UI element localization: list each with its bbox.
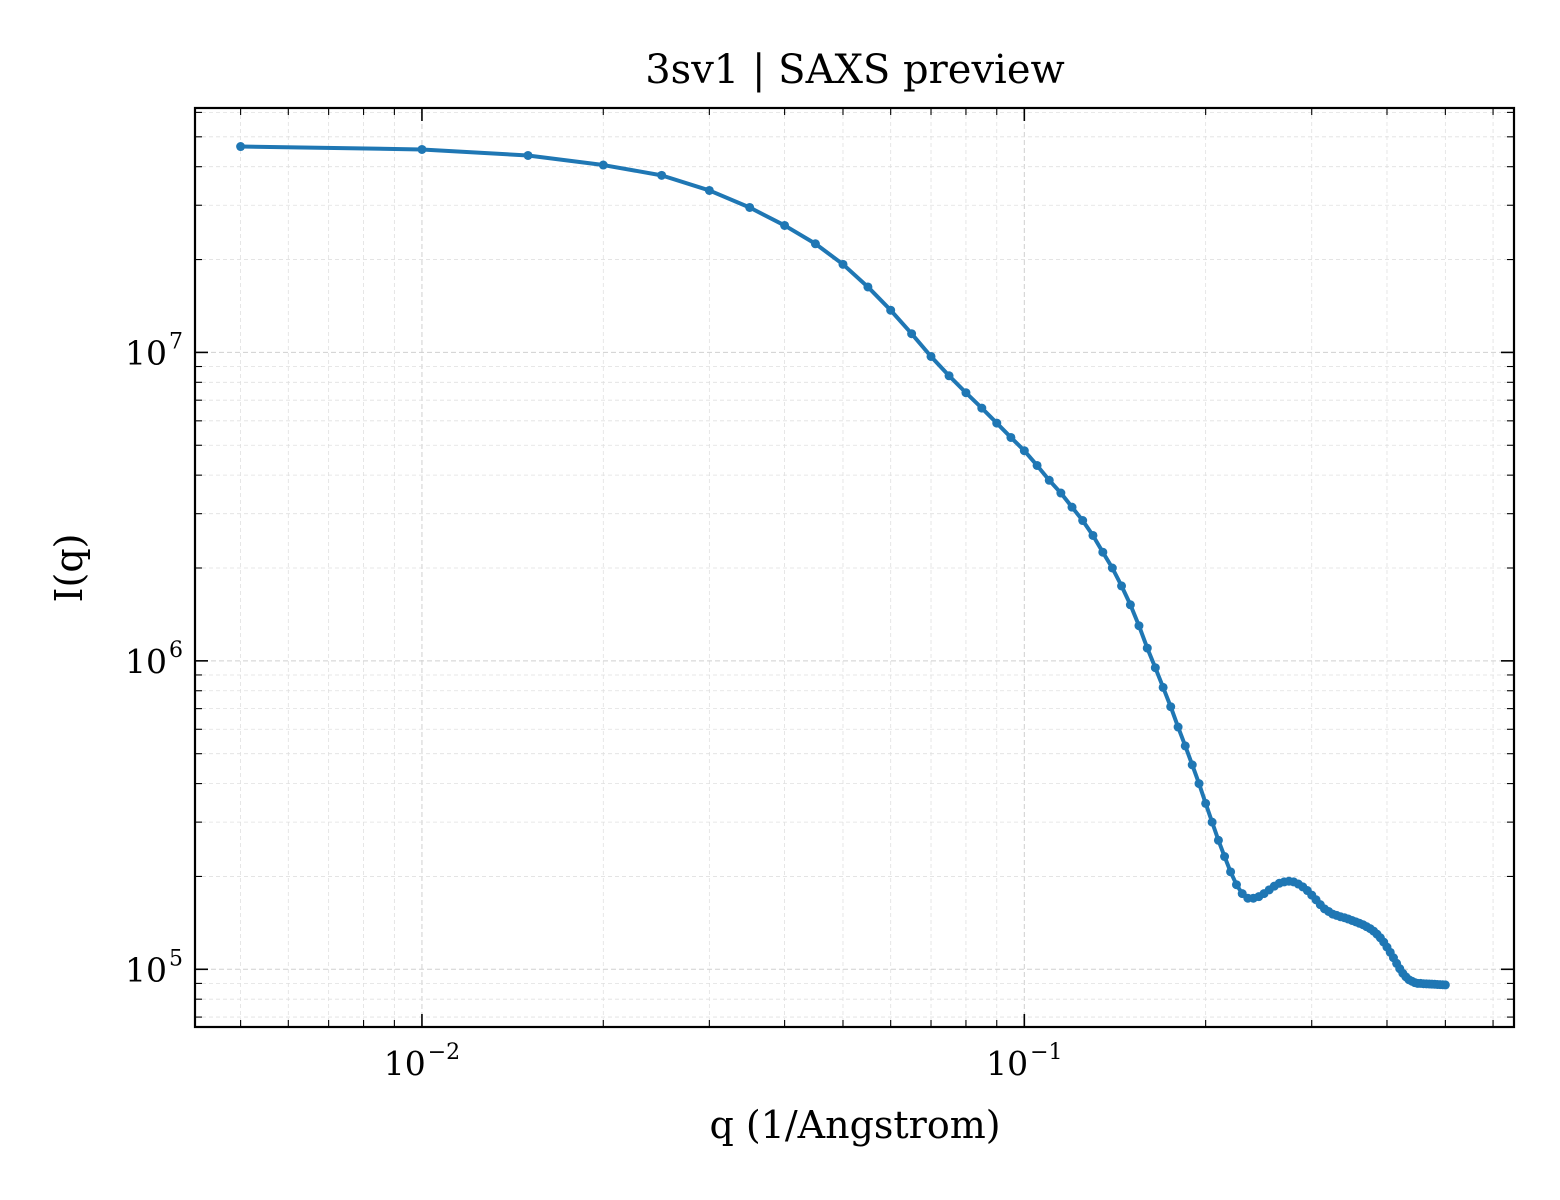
y-tick-label-base: 10 — [125, 333, 167, 372]
data-point — [1440, 980, 1450, 990]
data-point — [1117, 581, 1127, 591]
data-point — [977, 403, 987, 413]
y-tick-label-exponent: 5 — [169, 946, 183, 971]
x-tick-label: 10−2 — [384, 1040, 460, 1083]
data-point — [1056, 488, 1066, 498]
y-tick-label: 105 — [125, 946, 183, 989]
data-point — [1107, 563, 1117, 573]
data-point — [1231, 880, 1241, 890]
data-point — [1226, 867, 1236, 877]
y-axis-label: I(q) — [47, 534, 91, 603]
data-point — [1158, 682, 1168, 692]
y-tick-label-exponent: 6 — [169, 638, 183, 663]
data-point — [1067, 502, 1077, 512]
data-point — [1019, 446, 1029, 456]
data-point — [810, 239, 820, 249]
y-tick-label-exponent: 7 — [169, 329, 183, 354]
plot-frame — [193, 106, 1516, 1029]
x-tick-label-base: 10 — [986, 1044, 1028, 1083]
x-tick-label-exponent: −2 — [428, 1040, 460, 1065]
data-point — [1044, 475, 1054, 485]
data-point — [944, 371, 954, 381]
data-point — [1142, 643, 1152, 653]
data-point — [1032, 460, 1042, 470]
x-tick-label-exponent: −1 — [1030, 1040, 1062, 1065]
x-axis-label: q (1/Angstrom) — [709, 1103, 1000, 1147]
y-tick-label: 106 — [125, 638, 183, 681]
x-tick-label: 10−1 — [986, 1040, 1062, 1083]
data-point — [886, 305, 896, 315]
data-point — [1125, 600, 1135, 610]
data-point — [236, 142, 246, 152]
chart-title: 3sv1 | SAXS preview — [645, 47, 1065, 93]
data-point — [1201, 798, 1211, 808]
data-point — [926, 351, 936, 361]
data-point — [598, 160, 608, 170]
data-point — [417, 144, 427, 154]
grid-layer — [195, 108, 1514, 1027]
data-point — [657, 170, 667, 180]
data-point — [961, 388, 971, 398]
y-tick-label-base: 10 — [125, 950, 167, 989]
data-point — [1180, 741, 1190, 751]
data-point — [1006, 432, 1016, 442]
y-tick-label-base: 10 — [125, 642, 167, 681]
data-point — [907, 329, 917, 339]
data-point — [704, 185, 714, 195]
x-tick-label-base: 10 — [384, 1044, 426, 1083]
data-point — [1220, 852, 1230, 862]
tick-layer — [195, 108, 1514, 1027]
data-point — [1088, 530, 1098, 540]
data-point — [1207, 817, 1217, 827]
data-point — [863, 282, 873, 292]
data-point — [838, 259, 848, 269]
data-point — [745, 202, 755, 212]
data-point — [1150, 663, 1160, 673]
data-point — [1098, 547, 1108, 557]
data-point — [1166, 702, 1176, 712]
data-point — [523, 150, 533, 160]
data-point — [1213, 835, 1223, 845]
data-point — [780, 220, 790, 230]
data-point — [1134, 621, 1144, 631]
data-point — [1173, 722, 1183, 732]
series-layer — [236, 142, 1450, 990]
data-point — [992, 418, 1002, 428]
data-point — [1078, 516, 1088, 526]
y-tick-label: 107 — [125, 329, 183, 372]
data-point — [1187, 760, 1197, 770]
data-point — [1194, 779, 1204, 789]
